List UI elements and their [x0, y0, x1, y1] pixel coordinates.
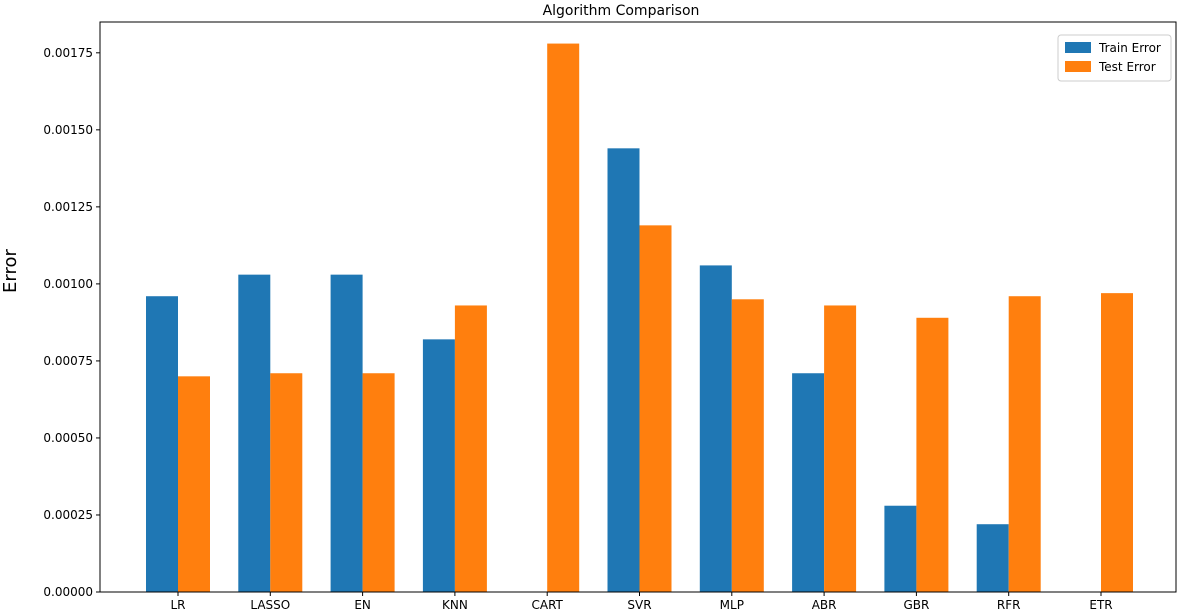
- y-tick-label: 0.00075: [43, 354, 93, 368]
- y-tick-label: 0.00125: [43, 200, 93, 214]
- bar-test-error-cart: [547, 43, 580, 592]
- bar-train-error-en: [330, 274, 363, 592]
- bar-test-error-lasso: [270, 373, 303, 592]
- y-axis-label: Error: [0, 248, 21, 292]
- bar-test-error-rfr: [1008, 296, 1041, 592]
- bar-test-error-mlp: [731, 299, 764, 592]
- legend-label: Train Error: [1098, 41, 1161, 55]
- bar-train-error-lr: [146, 296, 178, 592]
- x-axis: LR LASSO EN KNN CART SVR MLP ABR GBR RFR ETR: [170, 592, 1113, 612]
- bar-train-error-knn: [422, 339, 455, 592]
- bar-test-error-en: [362, 373, 395, 592]
- x-tick-label: CART: [532, 598, 564, 612]
- bar-train-error-abr: [792, 373, 825, 592]
- x-tick-label: KNN: [442, 598, 468, 612]
- bar-test-error-svr: [639, 225, 672, 592]
- plot-frame: [99, 21, 1177, 593]
- bar-train-error-lasso: [238, 274, 271, 592]
- legend-swatch: [1065, 61, 1091, 72]
- y-tick-label: 0.00150: [43, 123, 93, 137]
- x-tick-label: LASSO: [250, 598, 290, 612]
- bar-train-error-rfr: [976, 524, 1009, 592]
- y-axis: 0.00000 0.00025 0.00050 0.00075 0.00100 0.001…: [43, 46, 100, 599]
- y-tick-label: 0.00050: [43, 431, 93, 445]
- bar-test-error-knn: [454, 305, 487, 592]
- bar-test-error-lr: [178, 376, 210, 592]
- x-tick-label: LR: [170, 598, 185, 612]
- x-tick-label: EN: [354, 598, 371, 612]
- x-tick-label: RFR: [997, 598, 1021, 612]
- legend-swatch: [1065, 42, 1091, 53]
- bar-test-error-etr: [1101, 293, 1133, 592]
- bar-train-error-mlp: [699, 265, 732, 592]
- y-tick-label: 0.00100: [43, 277, 93, 291]
- bar-train-error-svr: [607, 148, 640, 592]
- x-tick-label: MLP: [720, 598, 744, 612]
- y-tick-label: 0.00175: [43, 46, 93, 60]
- legend-label: Test Error: [1098, 60, 1156, 74]
- bar-train-error-gbr: [884, 505, 917, 592]
- bars: [146, 43, 1133, 592]
- x-tick-label: SVR: [627, 598, 651, 612]
- legend: Train Error Test Error: [1057, 34, 1172, 82]
- y-tick-label: 0.00000: [43, 585, 93, 599]
- y-tick-label: 0.00025: [43, 508, 93, 522]
- bar-test-error-abr: [824, 305, 857, 592]
- x-tick-label: GBR: [903, 598, 929, 612]
- chart-title: Algorithm Comparison: [543, 3, 700, 19]
- x-tick-label: ETR: [1089, 598, 1112, 612]
- bar-test-error-gbr: [916, 317, 949, 592]
- x-tick-label: ABR: [812, 598, 837, 612]
